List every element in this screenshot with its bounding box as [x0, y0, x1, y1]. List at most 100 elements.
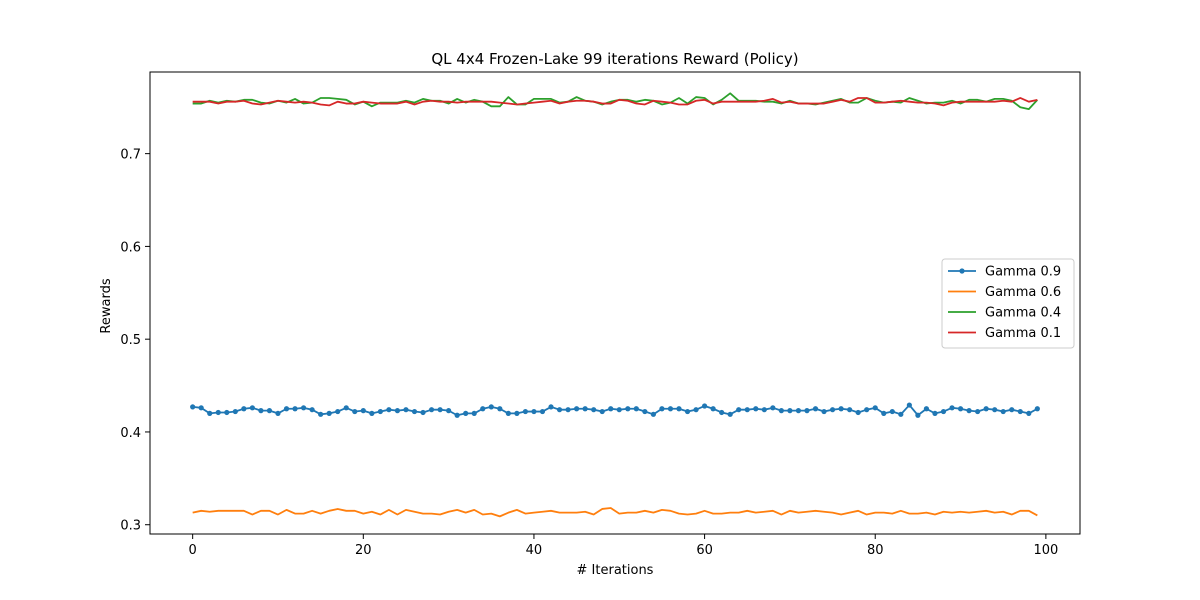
legend-label-gamma-0-1: Gamma 0.1 — [985, 326, 1061, 341]
data-point-gamma-0-9 — [753, 406, 759, 412]
data-point-gamma-0-9 — [224, 409, 230, 416]
data-point-gamma-0-9 — [940, 408, 947, 415]
data-point-gamma-0-9 — [1009, 407, 1015, 413]
data-point-gamma-0-9 — [386, 407, 392, 413]
data-point-gamma-0-9 — [829, 407, 836, 413]
x-tick-label: 100 — [1033, 543, 1058, 558]
data-point-gamma-0-9 — [770, 405, 776, 411]
data-point-gamma-0-9 — [616, 407, 622, 413]
data-point-gamma-0-9 — [778, 408, 784, 414]
legend-box — [941, 258, 1075, 349]
y-tick-label: 0.7 — [120, 148, 141, 163]
data-point-gamma-0-9 — [966, 408, 972, 414]
data-point-gamma-0-9 — [923, 406, 930, 412]
data-point-gamma-0-9 — [625, 406, 631, 412]
data-point-gamma-0-9 — [352, 408, 358, 415]
data-point-gamma-0-9 — [309, 407, 315, 413]
data-point-gamma-0-9 — [283, 406, 290, 412]
series-line-gamma-0-6 — [192, 507, 1038, 518]
data-point-gamma-0-9 — [983, 406, 989, 412]
data-point-gamma-0-9 — [428, 407, 435, 413]
x-tick-label: 60 — [696, 543, 713, 558]
data-point-gamma-0-9 — [318, 411, 324, 417]
data-point-gamma-0-9 — [719, 409, 725, 416]
data-point-gamma-0-9 — [898, 411, 904, 417]
plot-frame — [149, 71, 1081, 535]
data-point-gamma-0-9 — [411, 408, 418, 415]
x-tick-label: 20 — [355, 543, 372, 558]
data-point-gamma-0-9 — [548, 404, 554, 410]
data-point-gamma-0-9 — [1000, 408, 1006, 415]
data-point-gamma-0-9 — [258, 408, 264, 414]
data-point-gamma-0-9 — [505, 410, 511, 416]
plot-area — [149, 71, 1081, 535]
y-tick-label: 0.6 — [120, 240, 141, 255]
data-point-gamma-0-9 — [369, 410, 375, 416]
data-point-gamma-0-9 — [360, 408, 366, 414]
data-point-gamma-0-9 — [838, 406, 844, 412]
data-point-gamma-0-9 — [795, 408, 802, 414]
y-axis: 0.3 0.4 0.5 0.6 0.7 — [120, 148, 150, 534]
data-point-gamma-0-9 — [514, 410, 520, 416]
data-point-gamma-0-9 — [932, 410, 938, 416]
data-point-gamma-0-9 — [522, 408, 529, 415]
data-point-gamma-0-9 — [326, 410, 332, 416]
chart-title: QL 4x4 Frozen-Lake 99 iterations Reward … — [431, 50, 798, 68]
data-point-gamma-0-9 — [266, 408, 273, 414]
data-point-gamma-0-9 — [642, 408, 648, 415]
legend: Gamma 0.9 Gamma 0.6 Gamma 0.4 Gamma 0.1 — [941, 258, 1075, 349]
series-layer — [190, 92, 1040, 518]
series-line-gamma-0-9 — [192, 404, 1038, 417]
data-point-gamma-0-9 — [864, 407, 870, 413]
data-point-gamma-0-9 — [420, 409, 426, 416]
data-point-gamma-0-9 — [693, 407, 699, 413]
data-point-gamma-0-9 — [335, 408, 341, 415]
x-tick-label: 40 — [526, 543, 543, 558]
data-point-gamma-0-9 — [207, 410, 213, 416]
y-tick-label: 0.5 — [120, 333, 141, 348]
data-point-gamma-0-9 — [684, 408, 691, 415]
data-point-gamma-0-9 — [565, 407, 571, 413]
y-axis-label: Rewards — [99, 278, 114, 333]
x-tick-label: 80 — [867, 543, 884, 558]
legend-label-gamma-0-6: Gamma 0.6 — [985, 285, 1061, 300]
y-tick-label: 0.3 — [120, 519, 141, 534]
data-point-gamma-0-9 — [275, 410, 281, 416]
data-point-gamma-0-9 — [446, 408, 452, 414]
data-point-gamma-0-9 — [463, 410, 469, 416]
data-point-gamma-0-9 — [727, 411, 733, 417]
data-point-gamma-0-9 — [1017, 408, 1023, 415]
data-point-gamma-0-9 — [198, 405, 204, 411]
data-point-gamma-0-9 — [1034, 406, 1040, 412]
data-point-gamma-0-9 — [821, 408, 827, 415]
data-point-gamma-0-9 — [847, 407, 853, 413]
data-point-gamma-0-9 — [881, 410, 887, 416]
data-point-gamma-0-9 — [975, 408, 981, 415]
data-point-gamma-0-9 — [676, 406, 682, 412]
data-point-gamma-0-9 — [471, 410, 477, 416]
series-line-gamma-0-1 — [192, 97, 1038, 107]
y-tick-label: 0.4 — [120, 426, 141, 441]
data-point-gamma-0-9 — [949, 405, 955, 411]
data-point-gamma-0-9 — [582, 406, 588, 412]
data-point-gamma-0-9 — [480, 406, 486, 412]
data-point-gamma-0-9 — [659, 406, 665, 412]
data-point-gamma-0-9 — [377, 408, 383, 415]
data-point-gamma-0-9 — [249, 405, 255, 411]
x-axis: 0 20 40 60 80 100 — [189, 534, 1058, 558]
data-point-gamma-0-9 — [992, 407, 998, 413]
data-point-gamma-0-9 — [701, 403, 708, 409]
data-point-gamma-0-9 — [650, 411, 656, 417]
data-point-gamma-0-9 — [761, 407, 767, 413]
data-point-gamma-0-9 — [608, 406, 614, 412]
legend-label-gamma-0-9: Gamma 0.9 — [985, 265, 1061, 280]
data-point-gamma-0-9 — [300, 405, 307, 411]
legend-label-gamma-0-4: Gamma 0.4 — [985, 306, 1061, 321]
data-point-gamma-0-9 — [539, 408, 546, 415]
legend-marker-gamma-0-9 — [959, 268, 965, 274]
x-axis-label: # Iterations — [577, 563, 654, 578]
data-point-gamma-0-9 — [497, 406, 503, 412]
data-point-gamma-0-9 — [556, 407, 563, 413]
data-point-gamma-0-9 — [915, 412, 921, 418]
